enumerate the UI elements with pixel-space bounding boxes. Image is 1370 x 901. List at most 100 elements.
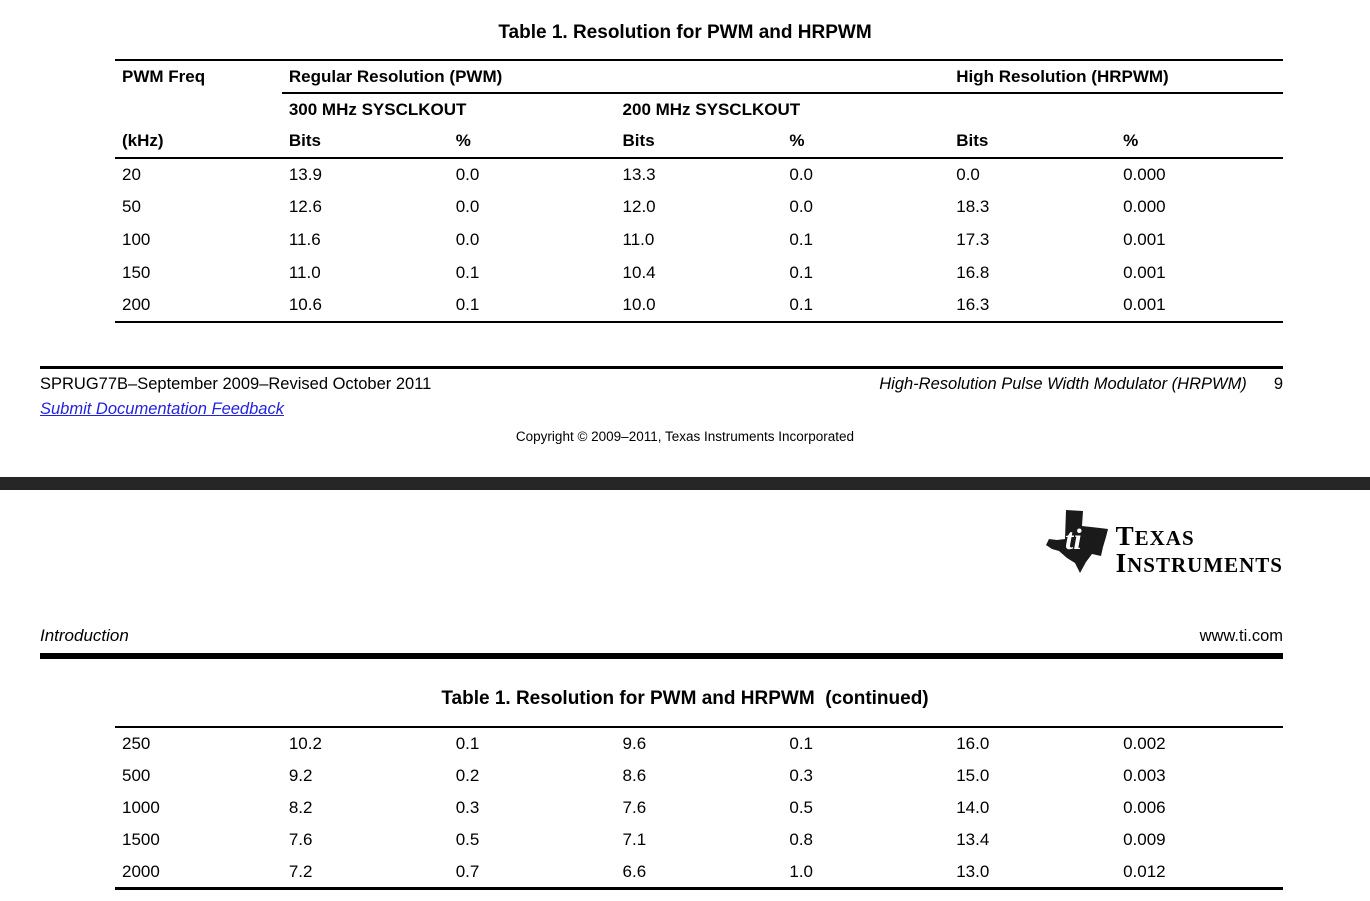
cell-freq: 50 <box>122 197 141 217</box>
page-number: 9 <box>1273 375 1283 393</box>
header-empty-cell <box>949 93 1283 125</box>
cell-pct-hr: 0.001 <box>1123 262 1166 282</box>
resolution-table-page1: PWM Freq Regular Resolution (PWM) High R… <box>115 59 1283 323</box>
cell-freq: 200 <box>122 295 151 315</box>
copyright-notice: Copyright © 2009–2011, Texas Instruments… <box>515 429 855 444</box>
table-header-group-row: PWM Freq Regular Resolution (PWM) High R… <box>115 60 1283 94</box>
ti-wordmark-line1: Texas <box>1115 521 1195 551</box>
cell-bits-300: 9.2 <box>288 765 313 785</box>
cell-freq: 2000 <box>122 862 160 881</box>
cell-bits-hr: 13.4 <box>956 830 990 850</box>
cell-pct-200: 0.0 <box>789 197 814 217</box>
table-row: 1500 7.6 0.5 7.1 0.8 13.4 0.009 <box>115 824 1283 856</box>
page-break-separator <box>0 477 1370 490</box>
cell-freq: 500 <box>122 765 151 785</box>
cell-pct-hr: 0.000 <box>1123 197 1166 217</box>
cell-bits-300: 12.6 <box>288 197 322 217</box>
cell-freq: 20 <box>122 164 141 184</box>
table-row: 250 10.2 0.1 9.6 0.1 16.0 0.002 <box>115 727 1283 759</box>
cell-bits-300: 7.2 <box>288 862 313 881</box>
table1-title: Table 1. Resolution for PWM and HRPWM <box>498 22 872 43</box>
table-header-units-row: (kHz) Bits % Bits % Bits % <box>115 125 1283 159</box>
cell-pct-200: 0.5 <box>789 797 814 817</box>
cell-freq: 1000 <box>122 797 160 817</box>
cell-bits-200: 12.0 <box>622 197 656 217</box>
header-200mhz-sysclkout: 200 MHz SYSCLKOUT <box>622 99 801 119</box>
table-row: 2000 7.2 0.7 6.6 1.0 13.0 0.012 <box>115 857 1283 889</box>
cell-pct-200: 0.8 <box>789 830 814 850</box>
cell-pct-hr: 0.009 <box>1123 830 1166 850</box>
cell-pct-200: 0.3 <box>789 765 814 785</box>
cell-pct-hr: 0.012 <box>1123 862 1166 881</box>
cell-pct-200: 0.1 <box>789 262 814 282</box>
cell-pct-300: 0.0 <box>455 164 480 184</box>
cell-pct-300: 0.5 <box>455 830 480 850</box>
page2-header-rule <box>40 653 1283 659</box>
header-khz: (kHz) <box>115 125 282 159</box>
cell-bits-300: 11.0 <box>288 262 321 282</box>
footer-divider <box>40 366 1283 369</box>
cell-pct-300: 0.7 <box>455 862 480 881</box>
cell-bits-hr: 18.3 <box>956 197 990 217</box>
cell-bits-300: 11.6 <box>288 229 321 249</box>
submit-documentation-feedback-link[interactable]: Submit Documentation Feedback <box>40 400 284 418</box>
header-empty-cell <box>115 93 282 125</box>
cell-freq: 1500 <box>122 830 160 850</box>
header-pwm-freq: PWM Freq <box>122 67 206 86</box>
cell-bits-hr: 15.0 <box>956 765 990 785</box>
table-row: 1000 8.2 0.3 7.6 0.5 14.0 0.006 <box>115 792 1283 824</box>
cell-freq: 150 <box>122 262 151 282</box>
table-row: 50 12.6 0.0 12.0 0.0 18.3 0.000 <box>115 191 1283 224</box>
header-percent-300: % <box>448 125 616 159</box>
texas-instruments-logo: ti Texas Instruments <box>1045 509 1283 578</box>
cell-bits-200: 7.6 <box>622 797 647 817</box>
cell-pct-hr: 0.006 <box>1123 797 1166 817</box>
svg-text:ti: ti <box>1065 523 1082 556</box>
cell-bits-200: 13.3 <box>622 164 656 184</box>
cell-bits-200: 10.4 <box>622 262 656 282</box>
cell-bits-300: 7.6 <box>288 830 313 850</box>
header-percent-200: % <box>782 125 950 159</box>
cell-pct-200: 1.0 <box>789 862 814 881</box>
cell-bits-200: 11.0 <box>622 229 655 249</box>
header-bits-hr: Bits <box>949 125 1117 159</box>
cell-bits-200: 9.6 <box>622 733 647 753</box>
cell-pct-hr: 0.000 <box>1123 164 1166 184</box>
cell-bits-200: 6.6 <box>622 862 647 881</box>
cell-freq: 100 <box>122 229 151 249</box>
cell-bits-300: 10.2 <box>288 733 322 753</box>
table-row: 200 10.6 0.1 10.0 0.1 16.3 0.001 <box>115 289 1283 322</box>
doc-title: High-Resolution Pulse Width Modulator (H… <box>879 375 1247 393</box>
cell-pct-300: 0.1 <box>455 295 480 315</box>
cell-bits-hr: 14.0 <box>956 797 990 817</box>
header-group-high-resolution: High Resolution (HRPWM) <box>949 60 1283 94</box>
ti-wordmark: Texas Instruments <box>1116 524 1283 578</box>
cell-bits-300: 8.2 <box>288 797 313 817</box>
ti-wordmark-line2: Instruments <box>1115 548 1283 578</box>
header-percent-hr: % <box>1116 125 1283 159</box>
header-300mhz-sysclkout: 300 MHz SYSCLKOUT <box>288 99 467 119</box>
resolution-table-page2-continued: 250 10.2 0.1 9.6 0.1 16.0 0.002 500 9.2 … <box>115 726 1283 891</box>
cell-bits-200: 7.1 <box>622 830 647 850</box>
cell-pct-200: 0.0 <box>789 164 814 184</box>
cell-pct-200: 0.1 <box>789 295 814 315</box>
page2-header: Introduction www.ti.com <box>40 626 1283 646</box>
header-bits-200: Bits <box>615 125 783 159</box>
website-link[interactable]: www.ti.com <box>1199 627 1283 645</box>
cell-bits-200: 8.6 <box>622 765 647 785</box>
table1-continued-title: Table 1. Resolution for PWM and HRPWM (c… <box>441 688 929 709</box>
cell-bits-200: 10.0 <box>622 295 656 315</box>
ti-texas-state-icon: ti <box>1045 509 1109 577</box>
cell-pct-hr: 0.001 <box>1123 229 1166 249</box>
cell-pct-300: 0.1 <box>455 262 480 282</box>
cell-bits-hr: 0.0 <box>956 164 980 184</box>
cell-pct-hr: 0.003 <box>1123 765 1166 785</box>
cell-bits-hr: 16.3 <box>956 295 990 315</box>
header-bits-300: Bits <box>281 125 449 159</box>
cell-bits-hr: 16.8 <box>956 262 990 282</box>
section-label: Introduction <box>40 626 129 645</box>
cell-bits-hr: 17.3 <box>956 229 990 249</box>
cell-pct-300: 0.0 <box>455 197 480 217</box>
table-row: 20 13.9 0.0 13.3 0.0 0.0 0.000 <box>115 158 1283 191</box>
cell-pct-hr: 0.001 <box>1123 295 1166 315</box>
